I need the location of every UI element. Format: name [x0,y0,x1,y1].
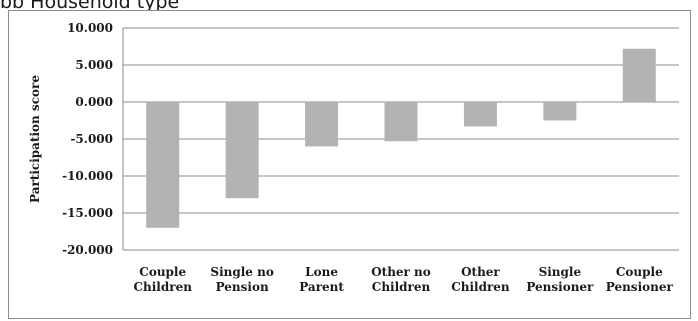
x-category-label: Other Children [451,265,510,294]
bar [305,102,339,147]
y-tick-label: 10.000 [67,21,113,35]
x-category-label: Lone Parent [299,265,344,294]
bar [384,102,418,142]
x-category-label: Couple Pensioner [606,265,674,294]
bar [543,102,577,121]
y-tick-label: -20.000 [62,243,113,257]
chart-frame: 10.000 5.000 0.000 -5.000 -10.000 -15.000 -20.… [8,10,691,319]
labels: 10.000 5.000 0.000 -5.000 -10.000 -15.000 -20.… [62,21,673,294]
bar-chart: 10.000 5.000 0.000 -5.000 -10.000 -15.000 -20.… [28,21,679,294]
y-tick-label: 0.000 [75,95,113,109]
bar [146,102,180,228]
x-category-label: Single Pensioner [526,265,594,294]
y-tick-label: -5.000 [70,132,113,146]
x-category-label: Other no Children [371,265,431,294]
y-tick-label: -10.000 [62,169,113,183]
y-axis-title: Participation score [28,75,42,203]
x-category-label: Single no Pension [210,265,273,294]
x-category-label: Couple Children [133,265,192,294]
bar [225,102,259,199]
y-tick-label: -15.000 [62,206,113,220]
bar [463,102,497,127]
figure-caption: bb Household type [0,0,180,13]
y-tick-label: 5.000 [75,58,113,72]
bars [146,48,656,228]
bar [622,48,656,102]
